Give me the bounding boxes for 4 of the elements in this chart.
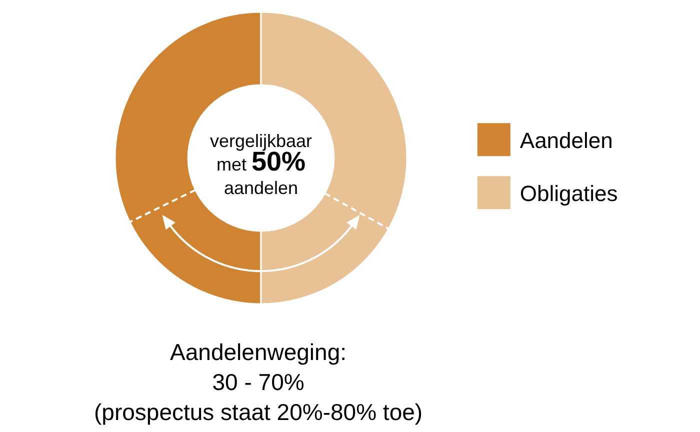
legend-label: Obligaties [520, 181, 618, 206]
legend-label: Aandelen [520, 128, 613, 154]
text: vergelijkbaar met 50% aandelen [210, 131, 312, 198]
text: Aandelenweging: 30 - 70% (prospectus staat 20%-80% toe) [94, 339, 423, 425]
